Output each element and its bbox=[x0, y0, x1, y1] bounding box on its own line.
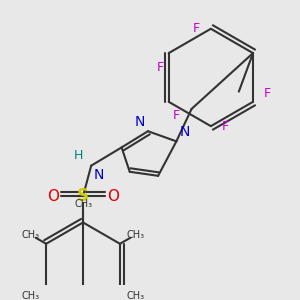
Text: F: F bbox=[221, 120, 229, 133]
Text: F: F bbox=[173, 110, 180, 122]
Text: N: N bbox=[135, 115, 145, 129]
Text: N: N bbox=[179, 125, 190, 139]
Text: CH₃: CH₃ bbox=[127, 290, 145, 300]
Text: H: H bbox=[74, 148, 83, 162]
Text: CH₃: CH₃ bbox=[21, 290, 39, 300]
Text: F: F bbox=[193, 22, 200, 35]
Text: F: F bbox=[157, 61, 164, 74]
Text: CH₃: CH₃ bbox=[74, 199, 92, 209]
Text: CH₃: CH₃ bbox=[127, 230, 145, 240]
Text: N: N bbox=[93, 168, 103, 182]
Text: O: O bbox=[46, 189, 58, 204]
Text: CH₃: CH₃ bbox=[21, 230, 39, 240]
Text: S: S bbox=[77, 187, 89, 205]
Text: F: F bbox=[264, 87, 271, 100]
Text: O: O bbox=[107, 189, 119, 204]
